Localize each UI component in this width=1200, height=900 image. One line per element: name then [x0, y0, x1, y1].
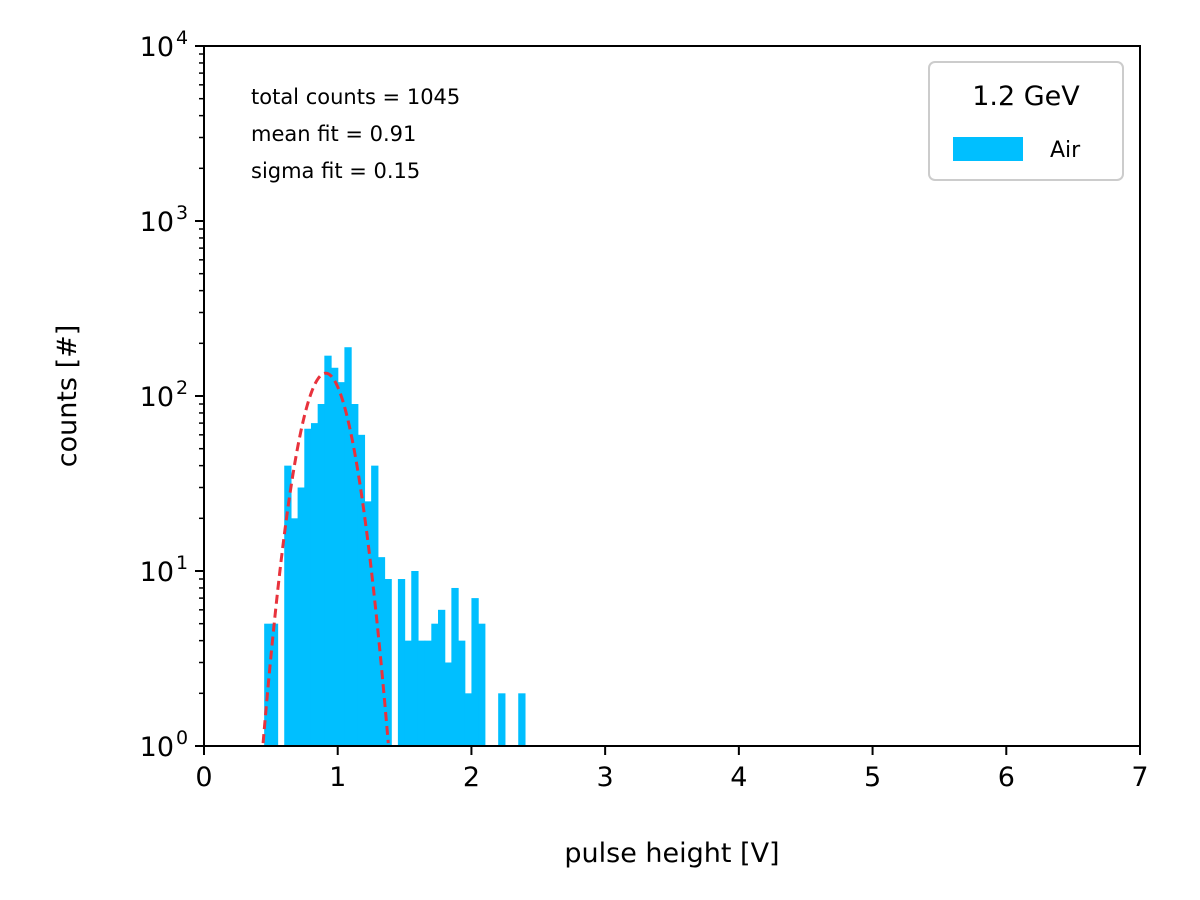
annotation-mean-fit: mean fit = 0.91 [251, 122, 416, 146]
y-tick-exponent: 2 [176, 377, 188, 399]
y-tick-label: 10 [140, 32, 174, 63]
histogram-bar [357, 434, 366, 746]
y-tick-exponent: 1 [176, 552, 188, 574]
x-axis-ticks: 0 1 2 3 4 5 6 7 [195, 746, 1149, 793]
y-tick-exponent: 0 [176, 727, 188, 749]
x-tick-label: 6 [998, 762, 1015, 793]
histogram-bar [310, 423, 319, 746]
histogram-bar [324, 355, 332, 746]
legend-box [928, 61, 1124, 181]
legend-title: 1.2 GeV [972, 81, 1080, 112]
histogram-bar [404, 640, 412, 746]
histogram-bar [518, 693, 526, 746]
histogram-bar [431, 623, 439, 746]
annotation-sigma-fit: sigma fit = 0.15 [251, 159, 420, 183]
histogram-bar [498, 693, 506, 746]
histogram-bar [417, 640, 426, 746]
histogram-bar [424, 640, 432, 746]
histogram-bar [284, 465, 292, 746]
histogram-bar [451, 587, 459, 746]
histogram-bar [344, 347, 352, 746]
histogram-bar [377, 557, 386, 746]
histogram-bar [297, 487, 305, 746]
y-tick-label: 10 [140, 207, 174, 238]
y-tick-exponent: 4 [176, 27, 188, 49]
fit-annotations: total counts = 1045 mean fit = 0.91 sigm… [251, 85, 460, 183]
histogram-bar [304, 428, 312, 746]
histogram-bar [471, 598, 479, 746]
y-tick-label: 10 [140, 382, 174, 413]
histogram-bar [364, 501, 372, 746]
histogram-bar [331, 367, 339, 746]
legend: 1.2 GeV Air [928, 61, 1124, 181]
y-tick-label: 10 [140, 557, 174, 588]
x-tick-label: 7 [1131, 762, 1148, 793]
histogram-bars [264, 347, 526, 746]
histogram-bar [411, 571, 419, 746]
histogram-bar [438, 609, 446, 746]
histogram-bar [464, 693, 473, 746]
x-axis-title: pulse height [V] [564, 838, 779, 869]
y-tick-exponent: 3 [176, 202, 188, 224]
legend-swatch-air [953, 137, 1023, 161]
histogram-bar [384, 579, 392, 746]
x-tick-label: 5 [864, 762, 881, 793]
gaussian-fit-curve [261, 371, 390, 744]
x-tick-label: 4 [730, 762, 747, 793]
y-tick-label: 10 [140, 732, 174, 763]
histogram-bar [458, 640, 466, 746]
annotation-total-counts: total counts = 1045 [251, 85, 460, 109]
histogram-bar [478, 623, 486, 746]
x-tick-label: 0 [195, 762, 212, 793]
y-axis-title: counts [#] [52, 325, 83, 468]
histogram-bar [317, 404, 325, 746]
x-tick-label: 2 [463, 762, 480, 793]
gaussian-fit-line [261, 371, 390, 744]
legend-label-air: Air [1050, 138, 1081, 163]
histogram-bar [444, 662, 452, 746]
histogram-bar [351, 404, 359, 746]
histogram-bar [270, 623, 279, 746]
histogram-bar [290, 518, 299, 746]
histogram-bar [337, 382, 345, 746]
x-tick-label: 3 [597, 762, 614, 793]
histogram-bar [397, 579, 406, 746]
x-tick-label: 1 [329, 762, 346, 793]
